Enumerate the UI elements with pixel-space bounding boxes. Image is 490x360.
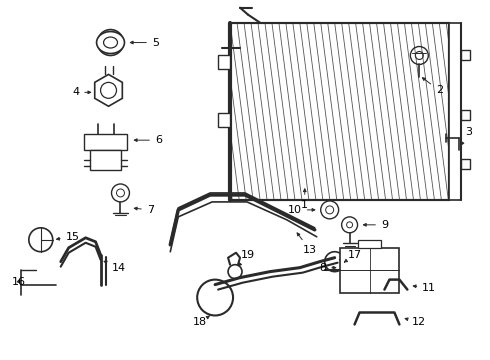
Bar <box>461 159 470 170</box>
Bar <box>230 23 449 200</box>
Text: 10: 10 <box>288 205 315 215</box>
Ellipse shape <box>97 32 124 54</box>
Text: 13: 13 <box>297 233 317 255</box>
Text: 4: 4 <box>72 87 91 97</box>
Bar <box>358 240 382 248</box>
Bar <box>230 23 449 200</box>
Text: 9: 9 <box>364 220 388 230</box>
Bar <box>461 110 470 120</box>
Text: 11: 11 <box>413 283 436 293</box>
Bar <box>340 248 399 293</box>
Bar <box>218 113 230 127</box>
Text: 18: 18 <box>193 316 210 328</box>
Text: 15: 15 <box>56 232 80 242</box>
Text: 12: 12 <box>405 318 426 328</box>
Text: 2: 2 <box>422 78 443 95</box>
Polygon shape <box>95 75 122 106</box>
Bar <box>449 23 461 200</box>
Bar <box>230 23 449 200</box>
Ellipse shape <box>103 37 118 48</box>
Text: 6: 6 <box>134 135 162 145</box>
Bar <box>84 134 127 150</box>
Bar <box>90 150 122 170</box>
Text: 17: 17 <box>344 250 362 262</box>
Bar <box>461 50 470 59</box>
Text: 19: 19 <box>239 250 255 266</box>
Text: 7: 7 <box>134 205 154 215</box>
Text: 8: 8 <box>319 263 336 273</box>
Text: 5: 5 <box>130 37 159 48</box>
Text: 3: 3 <box>461 127 473 145</box>
Text: 1: 1 <box>301 189 308 210</box>
Text: 16: 16 <box>12 276 26 287</box>
Bar <box>218 55 230 69</box>
Text: 14: 14 <box>104 261 125 273</box>
